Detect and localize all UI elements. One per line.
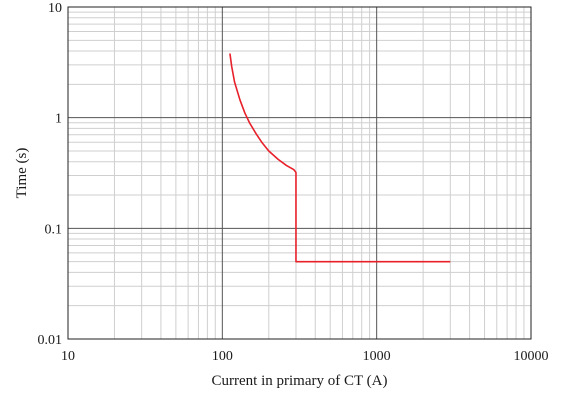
y-tick-label: 10 — [48, 1, 62, 16]
y-tick-label: 0.01 — [38, 333, 63, 348]
plot-area-frame — [67, 6, 532, 340]
x-tick-label: 10 — [61, 349, 75, 364]
series-line — [229, 53, 451, 263]
x-tick-label: 10000 — [514, 349, 549, 364]
y-axis-label: Time (s) — [14, 148, 30, 199]
y-axis-tick-labels: 0.01 0.1 1 10 — [38, 1, 63, 348]
x-tick-label: 100 — [212, 349, 233, 364]
y-tick-label: 0.1 — [45, 222, 63, 237]
y-tick-label: 1 — [55, 112, 62, 127]
x-axis-label: Current in primary of CT (A) — [212, 373, 388, 389]
series-layer — [229, 53, 451, 263]
major-grid — [68, 7, 531, 339]
minor-grid — [68, 7, 531, 339]
x-axis-tick-labels: 10 100 1000 10000 — [61, 349, 549, 364]
x-tick-label: 1000 — [363, 349, 391, 364]
